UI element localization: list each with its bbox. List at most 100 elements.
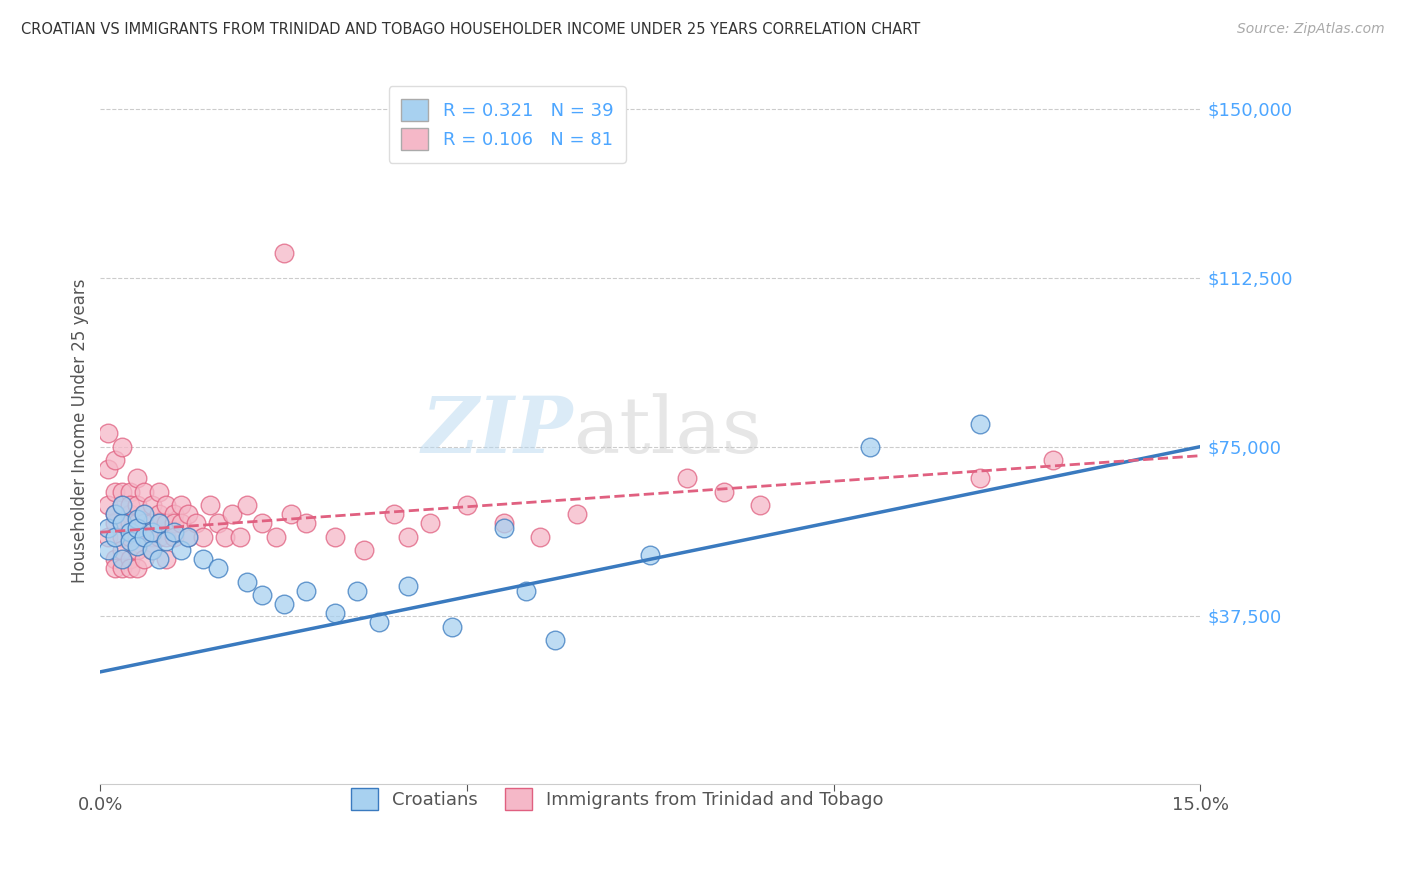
Point	[141, 543, 163, 558]
Point	[294, 583, 316, 598]
Point	[141, 516, 163, 531]
Point	[141, 530, 163, 544]
Point	[104, 530, 127, 544]
Point	[396, 530, 419, 544]
Point	[111, 561, 134, 575]
Point	[221, 508, 243, 522]
Point	[492, 516, 515, 531]
Point	[163, 516, 186, 531]
Point	[280, 508, 302, 522]
Point	[346, 583, 368, 598]
Point	[118, 498, 141, 512]
Point	[134, 552, 156, 566]
Point	[565, 508, 588, 522]
Point	[207, 516, 229, 531]
Point	[155, 552, 177, 566]
Point	[236, 498, 259, 512]
Point	[250, 516, 273, 531]
Point	[191, 530, 214, 544]
Point	[266, 530, 288, 544]
Point	[111, 440, 134, 454]
Point	[104, 484, 127, 499]
Point	[148, 530, 170, 544]
Point	[125, 539, 148, 553]
Point	[492, 521, 515, 535]
Point	[323, 607, 346, 621]
Point	[638, 548, 661, 562]
Point	[368, 615, 391, 630]
Point	[125, 521, 148, 535]
Point	[97, 530, 120, 544]
Point	[191, 552, 214, 566]
Point	[713, 484, 735, 499]
Point	[134, 530, 156, 544]
Point	[155, 534, 177, 549]
Point	[148, 484, 170, 499]
Point	[969, 417, 991, 432]
Text: CROATIAN VS IMMIGRANTS FROM TRINIDAD AND TOBAGO HOUSEHOLDER INCOME UNDER 25 YEAR: CROATIAN VS IMMIGRANTS FROM TRINIDAD AND…	[21, 22, 921, 37]
Point	[104, 516, 127, 531]
Point	[382, 508, 405, 522]
Point	[163, 530, 186, 544]
Point	[134, 508, 156, 522]
Point	[323, 530, 346, 544]
Point	[125, 516, 148, 531]
Point	[749, 498, 772, 512]
Point	[177, 530, 200, 544]
Point	[969, 471, 991, 485]
Point	[170, 516, 193, 531]
Point	[97, 498, 120, 512]
Point	[141, 543, 163, 558]
Point	[118, 484, 141, 499]
Point	[118, 534, 141, 549]
Point	[141, 525, 163, 540]
Point	[207, 561, 229, 575]
Point	[177, 508, 200, 522]
Point	[148, 552, 170, 566]
Point	[419, 516, 441, 531]
Point	[155, 498, 177, 512]
Point	[118, 561, 141, 575]
Point	[125, 561, 148, 575]
Point	[111, 552, 134, 566]
Point	[177, 530, 200, 544]
Point	[170, 543, 193, 558]
Point	[441, 620, 464, 634]
Point	[155, 530, 177, 544]
Point	[273, 246, 295, 260]
Point	[97, 426, 120, 441]
Point	[111, 530, 134, 544]
Point	[353, 543, 375, 558]
Point	[97, 543, 120, 558]
Point	[214, 530, 236, 544]
Point	[104, 552, 127, 566]
Point	[515, 583, 537, 598]
Text: Source: ZipAtlas.com: Source: ZipAtlas.com	[1237, 22, 1385, 37]
Point	[1042, 453, 1064, 467]
Point	[125, 530, 148, 544]
Point	[163, 508, 186, 522]
Point	[125, 512, 148, 526]
Point	[273, 597, 295, 611]
Point	[134, 530, 156, 544]
Point	[170, 498, 193, 512]
Point	[396, 579, 419, 593]
Point	[118, 552, 141, 566]
Point	[111, 516, 134, 531]
Point	[148, 516, 170, 531]
Point	[111, 484, 134, 499]
Point	[104, 508, 127, 522]
Point	[118, 508, 141, 522]
Point	[97, 521, 120, 535]
Point	[236, 574, 259, 589]
Point	[111, 543, 134, 558]
Point	[134, 516, 156, 531]
Point	[97, 462, 120, 476]
Point	[118, 516, 141, 531]
Point	[111, 516, 134, 531]
Point	[134, 508, 156, 522]
Point	[104, 561, 127, 575]
Point	[859, 440, 882, 454]
Text: ZIP: ZIP	[422, 392, 574, 469]
Point	[294, 516, 316, 531]
